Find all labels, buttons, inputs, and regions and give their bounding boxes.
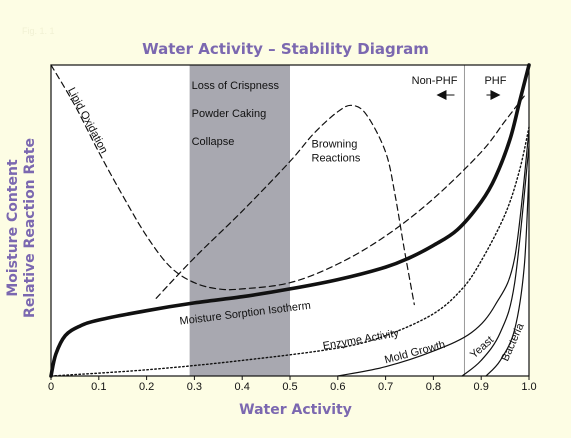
chart-title: Water Activity – Stability Diagram — [142, 40, 429, 58]
series-line-lipid-oxidation — [50, 64, 525, 291]
series-line-mold-growth — [337, 129, 530, 377]
band-label-0: Loss of Crispness — [192, 80, 280, 92]
x-tick-label-6: 0.6 — [330, 381, 345, 393]
x-tick-label-0: 0 — [48, 381, 54, 393]
x-tick-label-3: 0.3 — [187, 381, 202, 393]
x-tick-label-9: 0.9 — [474, 381, 489, 393]
x-tick-label-1: 0.1 — [91, 381, 106, 393]
shaded-band — [189, 65, 290, 376]
x-tick-label-10: 1.0 — [521, 381, 536, 393]
non-phf-label: Non-PHF — [412, 75, 458, 87]
x-tick-label-8: 0.8 — [426, 381, 441, 393]
x-tick-label-7: 0.7 — [378, 381, 393, 393]
x-axis-label: Water Activity — [239, 402, 352, 418]
phf-label: PHF — [484, 75, 506, 87]
series-line-yeast — [461, 145, 530, 377]
x-tick-label-5: 0.5 — [282, 381, 297, 393]
band-label-2: Collapse — [192, 136, 235, 148]
series-line-enzyme-activity — [50, 126, 530, 377]
x-tick-label-2: 0.2 — [139, 381, 154, 393]
series-label-browning-reactions: Browning Reactions — [312, 138, 361, 164]
phf-arrow — [490, 90, 501, 100]
series-line-moisture-sorption-isotherm — [49, 63, 531, 378]
non-phf-arrow — [436, 90, 447, 100]
series-line-bacteria — [485, 170, 530, 377]
x-tick-label-4: 0.4 — [235, 381, 250, 393]
figure-tag: Fig. 1. 1 — [22, 26, 55, 36]
band-label-1: Powder Caking — [192, 108, 267, 120]
series-line-browning-reactions — [155, 104, 415, 306]
